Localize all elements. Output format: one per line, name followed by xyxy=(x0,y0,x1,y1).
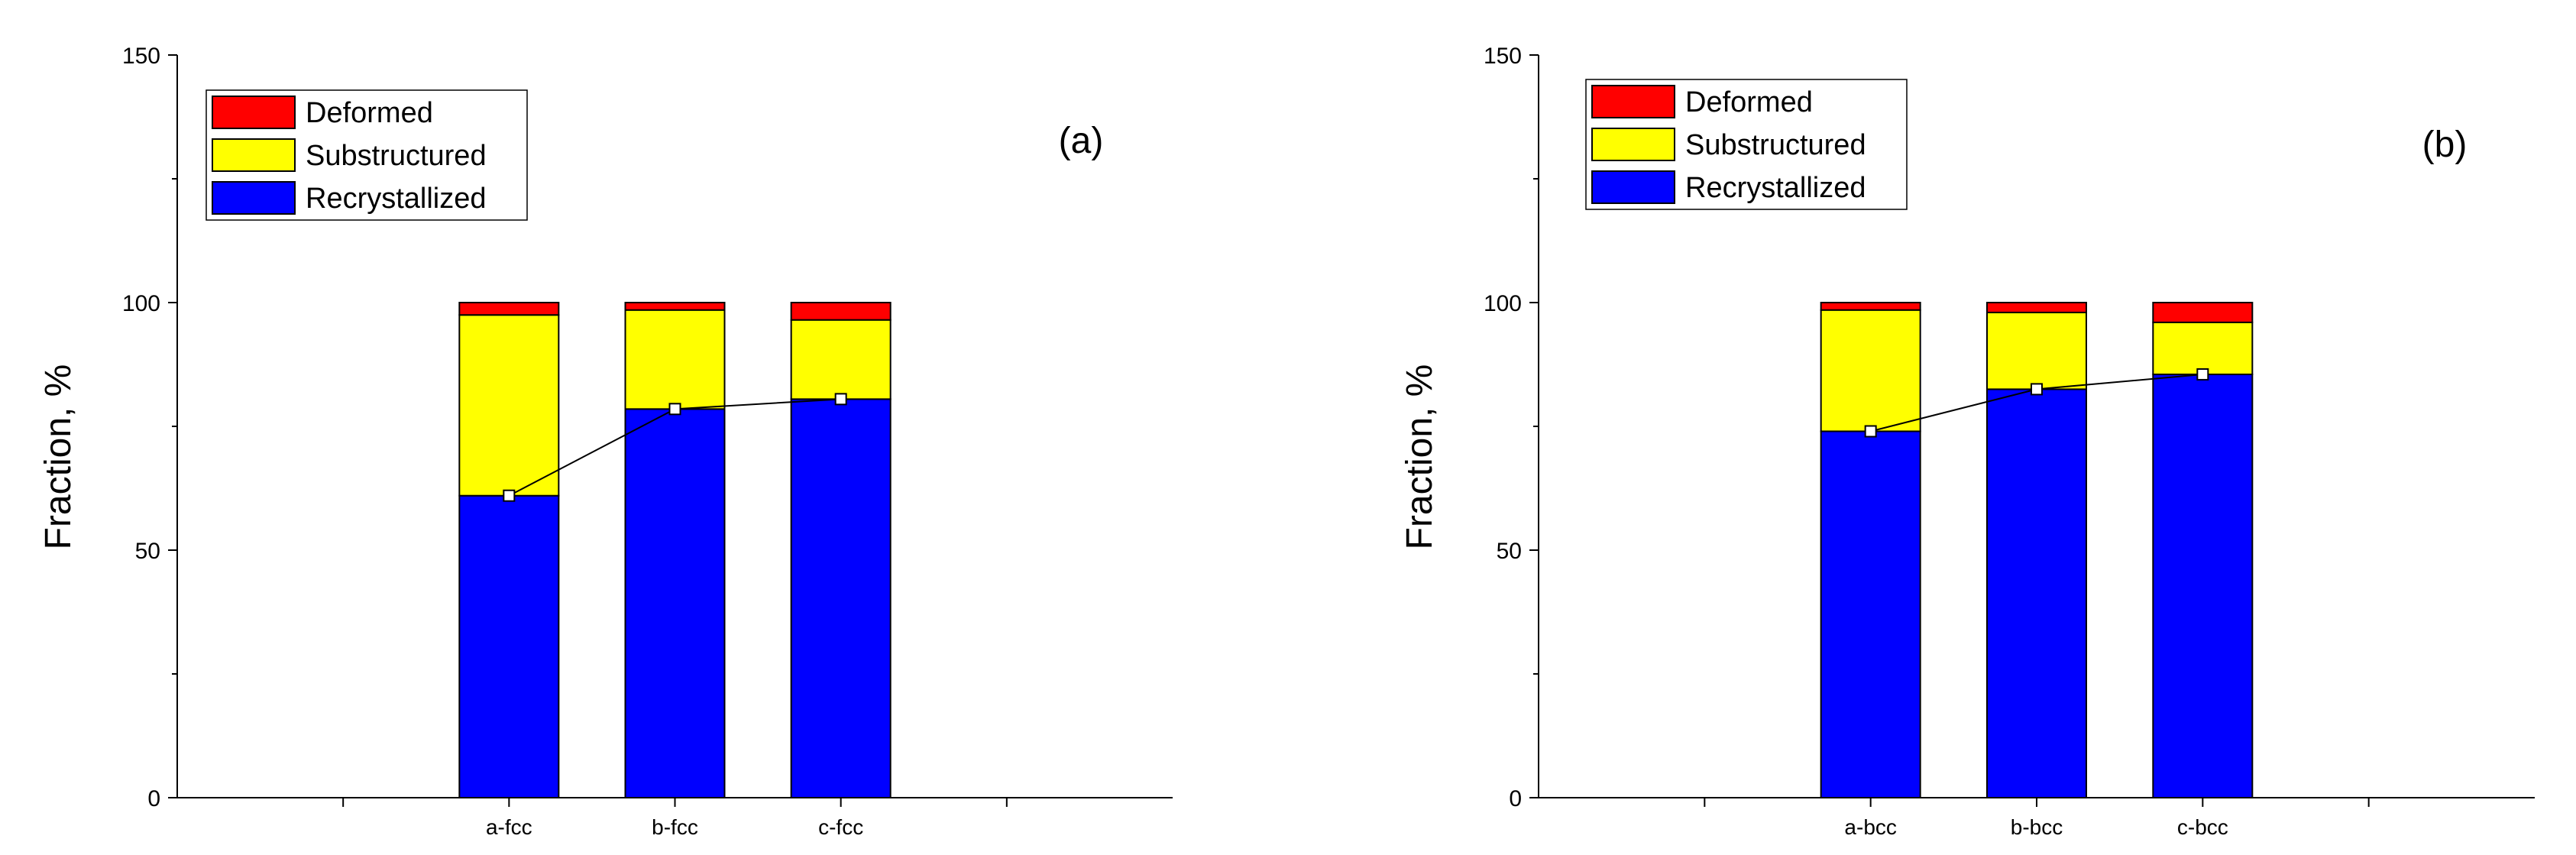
bar-recrystallized-c-fcc xyxy=(790,398,892,798)
x-tick-label: c-bcc xyxy=(2177,815,2228,839)
bar-substructured-b-fcc xyxy=(624,309,726,410)
y-tick-label: 150 xyxy=(122,44,160,69)
x-tick-label: a-fcc xyxy=(486,815,532,839)
overlay-marker xyxy=(2196,368,2209,381)
bar-substructured-a-bcc xyxy=(1820,309,1921,432)
x-tick-label: b-fcc xyxy=(652,815,698,839)
panel-label: (b) xyxy=(2422,125,2468,165)
legend-swatch-recrystallized xyxy=(1591,170,1675,204)
overlay-marker xyxy=(2031,383,2043,396)
panel-label: (a) xyxy=(1059,121,1104,161)
bar-recrystallized-b-fcc xyxy=(624,408,726,798)
y-tick-label: 0 xyxy=(1509,786,1522,811)
x-tick-label: c-fcc xyxy=(818,815,863,839)
overlay-marker xyxy=(503,489,516,502)
legend-label-deformed: Deformed xyxy=(306,97,433,129)
y-tick-label: 50 xyxy=(1497,539,1522,564)
bar-deformed-c-bcc xyxy=(2152,302,2254,323)
bar-deformed-b-bcc xyxy=(1986,302,2087,313)
legend-label-substructured: Substructured xyxy=(1685,129,1866,161)
x-tick-label: a-bcc xyxy=(1844,815,1896,839)
bar-deformed-c-fcc xyxy=(790,302,892,321)
y-tick-label: 100 xyxy=(122,291,160,316)
y-tick-label: 0 xyxy=(147,786,160,811)
legend-label-recrystallized: Recrystallized xyxy=(1685,172,1866,204)
bar-deformed-a-fcc xyxy=(458,302,560,316)
legend-label-substructured: Substructured xyxy=(306,140,487,172)
bar-substructured-c-bcc xyxy=(2152,321,2254,375)
chart-panel-1: 0 50 100 150 Fraction, % a-fcc b-fcc c-fcc Defor… xyxy=(38,44,1173,839)
bar-substructured-c-fcc xyxy=(790,319,892,400)
x-tick-label: b-bcc xyxy=(2011,815,2063,839)
bar-deformed-a-bcc xyxy=(1820,302,1921,311)
bar-substructured-b-bcc xyxy=(1986,311,2087,390)
legend-swatch-deformed xyxy=(1591,85,1675,118)
legend: Deformed Substructured Recrystallized xyxy=(205,89,528,221)
bar-recrystallized-c-bcc xyxy=(2152,373,2254,798)
legend: Deformed Substructured Recrystallized xyxy=(1585,79,1908,210)
bar-recrystallized-a-bcc xyxy=(1820,430,1921,798)
y-tick-label: 100 xyxy=(1484,291,1522,316)
legend-label-recrystallized: Recrystallized xyxy=(306,183,487,215)
overlay-marker xyxy=(834,393,847,406)
y-axis-label: Fraction, % xyxy=(1400,364,1440,550)
chart-panel-2: 0 50 100 150 Fraction, % a-bcc b-bcc c-bcc Defor… xyxy=(1400,44,2535,839)
y-axis-label: Fraction, % xyxy=(38,364,79,550)
legend-swatch-substructured xyxy=(212,138,296,172)
overlay-marker xyxy=(1864,425,1877,438)
legend-swatch-recrystallized xyxy=(212,181,296,215)
legend-label-deformed: Deformed xyxy=(1685,86,1813,118)
y-tick-label: 150 xyxy=(1484,44,1522,69)
bar-recrystallized-a-fcc xyxy=(458,494,560,798)
y-tick-label: 50 xyxy=(135,539,160,564)
overlay-marker xyxy=(668,403,681,416)
legend-swatch-substructured xyxy=(1591,128,1675,161)
bar-recrystallized-b-bcc xyxy=(1986,388,2087,798)
legend-swatch-deformed xyxy=(212,96,296,129)
bar-deformed-b-fcc xyxy=(624,302,726,311)
bar-substructured-a-fcc xyxy=(458,314,560,497)
